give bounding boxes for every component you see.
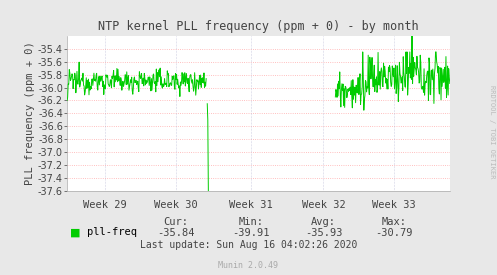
Text: -39.91: -39.91 xyxy=(232,228,269,238)
Text: Week 31: Week 31 xyxy=(229,200,273,210)
Text: Max:: Max: xyxy=(382,217,407,227)
Text: Week 32: Week 32 xyxy=(302,200,345,210)
Text: Munin 2.0.49: Munin 2.0.49 xyxy=(219,260,278,270)
Title: NTP kernel PLL frequency (ppm + 0) - by month: NTP kernel PLL frequency (ppm + 0) - by … xyxy=(98,20,419,33)
Text: Week 30: Week 30 xyxy=(154,200,198,210)
Text: Min:: Min: xyxy=(238,217,263,227)
Text: ■: ■ xyxy=(70,227,80,237)
Text: Cur:: Cur: xyxy=(164,217,189,227)
Text: -35.93: -35.93 xyxy=(305,228,342,238)
Text: Avg:: Avg: xyxy=(311,217,336,227)
Text: -30.79: -30.79 xyxy=(376,228,413,238)
Y-axis label: PLL frequency (ppm + 0): PLL frequency (ppm + 0) xyxy=(25,42,35,185)
Text: pll-freq: pll-freq xyxy=(87,227,137,237)
Text: Week 29: Week 29 xyxy=(83,200,127,210)
Text: -35.84: -35.84 xyxy=(158,228,195,238)
Text: Week 33: Week 33 xyxy=(372,200,416,210)
Text: Last update: Sun Aug 16 04:02:26 2020: Last update: Sun Aug 16 04:02:26 2020 xyxy=(140,240,357,250)
Text: RRDTOOL / TOBI OETIKER: RRDTOOL / TOBI OETIKER xyxy=(489,85,495,179)
